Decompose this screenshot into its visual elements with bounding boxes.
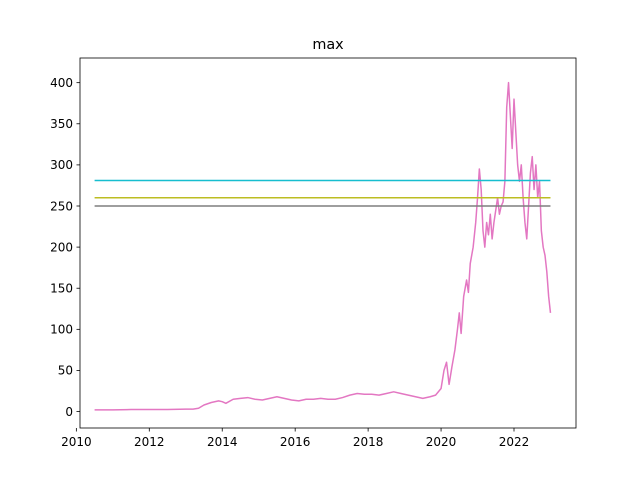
x-tick-label: 2014 — [207, 435, 238, 449]
y-tick-label: 250 — [50, 199, 73, 213]
chart-title: max — [312, 37, 344, 53]
y-tick-label: 0 — [65, 405, 73, 419]
y-axis: 0 50 100 150 200 250 300 350 400 — [50, 76, 80, 419]
x-tick-label: 2020 — [426, 435, 457, 449]
y-tick-label: 400 — [50, 76, 73, 90]
x-tick-label: 2018 — [353, 435, 384, 449]
y-tick-label: 50 — [58, 364, 73, 378]
y-tick-label: 350 — [50, 117, 73, 131]
y-tick-label: 200 — [50, 240, 73, 254]
x-tick-label: 2012 — [134, 435, 165, 449]
x-tick-label: 2010 — [61, 435, 92, 449]
y-tick-label: 300 — [50, 158, 73, 172]
series-line-0 — [94, 81, 552, 411]
series-layer — [94, 81, 552, 411]
x-tick-label: 2016 — [280, 435, 311, 449]
x-tick-label: 2022 — [499, 435, 530, 449]
plot-frame — [79, 57, 577, 429]
x-axis: 2010 2012 2014 2016 2018 2020 2022 — [61, 428, 529, 449]
y-tick-label: 150 — [50, 282, 73, 296]
y-tick-label: 100 — [50, 323, 73, 337]
